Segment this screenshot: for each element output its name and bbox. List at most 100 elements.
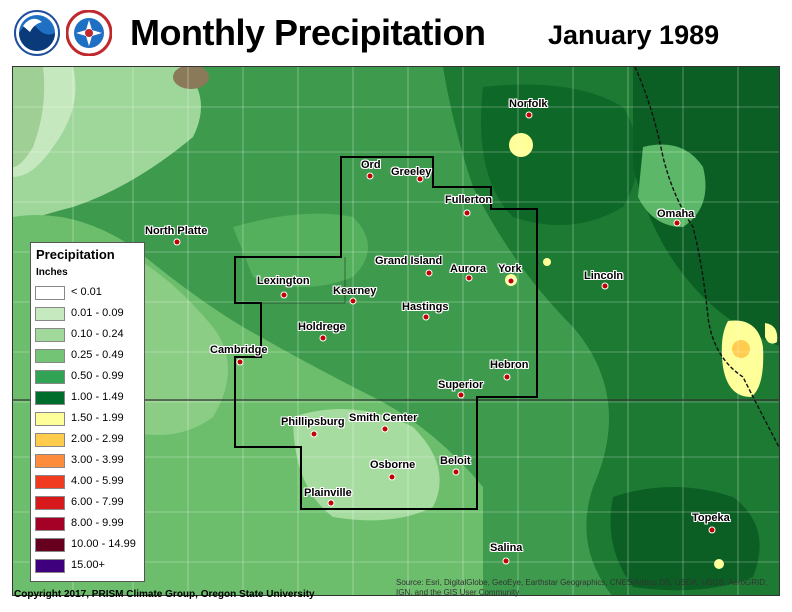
legend-label: 15.00+ [71,559,105,571]
legend-swatch [35,286,65,300]
legend-item: 6.00 - 7.99 [35,495,143,511]
city-label-phillipsburg: Phillipsburg [281,416,345,428]
legend-swatch [35,475,65,489]
legend-item: 15.00+ [35,558,143,574]
city-dot-topeka [708,526,716,534]
city-dot-grand-island [425,269,433,277]
city-label-smith-center: Smith Center [349,412,418,424]
legend-units: Inches [36,267,68,278]
legend-item: 4.00 - 5.99 [35,474,143,490]
city-dot-plainville [327,499,335,507]
legend-label: 2.00 - 2.99 [71,433,124,445]
city-dot-north-platte [173,238,181,246]
city-label-osborne: Osborne [370,459,416,471]
legend-label: 8.00 - 9.99 [71,517,124,529]
legend-label: 6.00 - 7.99 [71,496,124,508]
city-dot-phillipsburg [310,430,318,438]
legend-item: 1.50 - 1.99 [35,411,143,427]
city-dot-hebron [503,373,511,381]
legend-label: 0.50 - 0.99 [71,370,124,382]
legend-swatch [35,391,65,405]
legend-label: 10.00 - 14.99 [71,538,136,550]
legend-swatch [35,307,65,321]
legend-swatch [35,412,65,426]
legend-item: 0.25 - 0.49 [35,348,143,364]
city-label-norfolk: Norfolk [509,98,548,110]
legend-swatch [35,433,65,447]
page-title: Monthly Precipitation [130,12,486,53]
city-dot-smith-center [381,425,389,433]
city-label-fullerton: Fullerton [445,194,493,206]
city-label-york: York [498,263,522,275]
city-label-plainville: Plainville [304,487,352,499]
city-dot-superior [457,391,465,399]
source-attribution: Source: Esri, DigitalGlobe, GeoEye, Eart… [396,578,768,597]
city-label-topeka: Topeka [692,512,730,524]
legend-swatch [35,559,65,573]
legend-swatch [35,538,65,552]
city-dot-fullerton [463,209,471,217]
legend-label: 0.25 - 0.49 [71,349,124,361]
city-label-lincoln: Lincoln [584,270,624,282]
legend-item: 2.00 - 2.99 [35,432,143,448]
nws-logo [65,9,113,57]
city-dot-norfolk [525,111,533,119]
legend-item: 0.10 - 0.24 [35,327,143,343]
city-label-ord: Ord [361,159,381,171]
legend-swatch [35,370,65,384]
city-dot-salina [502,557,510,565]
legend-item: < 0.01 [35,285,143,301]
city-label-kearney: Kearney [333,285,377,297]
city-dot-omaha [673,219,681,227]
city-label-hastings: Hastings [402,301,449,313]
legend-item: 10.00 - 14.99 [35,537,143,553]
legend-swatch [35,454,65,468]
city-label-north-platte: North Platte [145,225,208,237]
legend-label: 0.10 - 0.24 [71,328,124,340]
legend: Precipitation Inches < 0.01 0.01 - 0.09 0.… [30,242,145,582]
legend-title: Precipitation [36,247,115,262]
city-label-holdrege: Holdrege [298,321,346,333]
city-label-hebron: Hebron [490,359,529,371]
legend-label: 3.00 - 3.99 [71,454,124,466]
date-label: January 1989 [548,20,720,50]
city-label-greeley: Greeley [391,166,432,178]
city-dot-hastings [422,313,430,321]
legend-item: 3.00 - 3.99 [35,453,143,469]
legend-label: < 0.01 [71,286,102,298]
city-label-cambridge: Cambridge [210,344,268,356]
header: Monthly Precipitation January 1989 [0,0,792,66]
city-dot-lincoln [601,282,609,290]
city-dot-aurora [465,274,473,282]
legend-swatch [35,349,65,363]
city-dot-beloit [452,468,460,476]
city-label-aurora: Aurora [450,263,487,275]
city-dot-greeley [416,175,424,183]
city-dot-ord [366,172,374,180]
city-label-omaha: Omaha [657,208,695,220]
city-label-superior: Superior [438,379,484,391]
legend-swatch [35,517,65,531]
legend-swatch [35,328,65,342]
legend-label: 1.00 - 1.49 [71,391,124,403]
city-label-lexington: Lexington [257,275,310,287]
legend-swatch [35,496,65,510]
city-label-beloit: Beloit [440,455,471,467]
city-dot-osborne [388,473,396,481]
legend-item: 0.50 - 0.99 [35,369,143,385]
legend-label: 4.00 - 5.99 [71,475,124,487]
city-dot-kearney [349,297,357,305]
city-dot-lexington [280,291,288,299]
city-dot-holdrege [319,334,327,342]
city-label-salina: Salina [490,542,523,554]
legend-item: 8.00 - 9.99 [35,516,143,532]
legend-label: 0.01 - 0.09 [71,307,124,319]
legend-label: 1.50 - 1.99 [71,412,124,424]
city-dot-york [507,277,515,285]
city-label-grand-island: Grand Island [375,255,443,267]
noaa-logo [14,10,60,56]
legend-item: 0.01 - 0.09 [35,306,143,322]
copyright-text: Copyright 2017, PRISM Climate Group, Ore… [14,589,315,600]
legend-item: 1.00 - 1.49 [35,390,143,406]
city-dot-cambridge [236,358,244,366]
